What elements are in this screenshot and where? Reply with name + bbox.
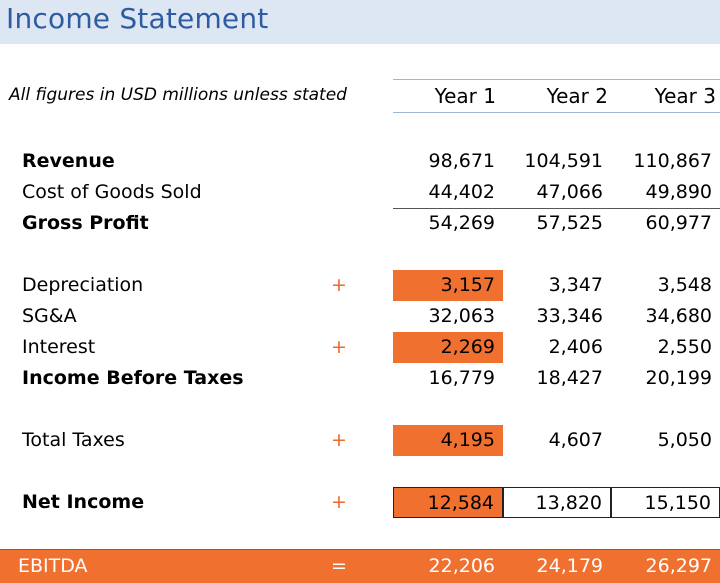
row-sga: SG&A 32,063 33,346 34,680 [0, 301, 720, 332]
plus-operator: + [331, 274, 347, 296]
row-label: Gross Profit [22, 212, 149, 234]
value-year-3: 3,548 [657, 274, 712, 296]
units-note: All figures in USD millions unless state… [9, 85, 347, 105]
value-year-1: 22,206 [428, 555, 495, 577]
value-year-2: 18,427 [536, 367, 603, 389]
highlighted-value-year-1: 4,195 [393, 425, 503, 456]
value-year-3: 34,680 [645, 305, 712, 327]
row-depreciation: Depreciation + 3,157 3,347 3,548 [0, 270, 720, 301]
row-gross-profit: Gross Profit 54,269 57,525 60,977 [0, 208, 720, 239]
value-year-2: 3,347 [548, 274, 603, 296]
value-year-1: 16,779 [428, 367, 495, 389]
row-label: Interest [22, 336, 96, 358]
row-label: Revenue [22, 150, 115, 172]
value-year-3: 2,550 [657, 336, 712, 358]
row-label: EBITDA [18, 555, 88, 577]
value-year-2: 2,406 [548, 336, 603, 358]
value-year-3: 5,050 [657, 429, 712, 451]
header-top-border [393, 79, 720, 80]
value-year-1: 44,402 [428, 181, 495, 203]
row-label: Income Before Taxes [22, 367, 244, 389]
row-label: Depreciation [22, 274, 144, 296]
row-label: Net Income [22, 491, 145, 513]
value-year-3: 20,199 [645, 367, 712, 389]
title-bar: Income Statement [0, 0, 720, 44]
column-header-year-2: Year 2 [546, 84, 608, 108]
page-title: Income Statement [6, 2, 269, 35]
highlighted-value-year-1: 12,584 [393, 487, 503, 518]
value-year-2: 24,179 [536, 555, 603, 577]
value-year-3: 49,890 [645, 181, 712, 203]
plus-operator: + [331, 429, 347, 451]
value-year-3: 60,977 [645, 212, 712, 234]
value-year-3: 15,150 [611, 487, 720, 518]
value-year-2: 33,346 [536, 305, 603, 327]
subtotal-divider [393, 208, 720, 209]
column-header-year-1: Year 1 [434, 84, 496, 108]
row-income-before-taxes: Income Before Taxes 16,779 18,427 20,199 [0, 363, 720, 394]
row-total-taxes: Total Taxes + 4,195 4,607 5,050 [0, 425, 720, 456]
row-ebitda: EBITDA = 22,206 24,179 26,297 [0, 549, 720, 583]
row-net-income: Net Income + 12,584 13,820 15,150 [0, 487, 720, 518]
value-year-3: 26,297 [645, 555, 712, 577]
value-year-2: 57,525 [536, 212, 603, 234]
row-label: Total Taxes [22, 429, 125, 451]
row-interest: Interest + 2,269 2,406 2,550 [0, 332, 720, 363]
value-year-2: 4,607 [548, 429, 603, 451]
value-year-1: 32,063 [428, 305, 495, 327]
plus-operator: + [331, 491, 347, 513]
value-year-1: 54,269 [428, 212, 495, 234]
row-label: SG&A [22, 305, 77, 327]
row-label: Cost of Goods Sold [22, 181, 202, 203]
highlighted-value-year-1: 2,269 [393, 332, 503, 363]
plus-operator: + [331, 336, 347, 358]
value-year-3: 110,867 [633, 150, 712, 172]
row-cost-of-goods-sold: Cost of Goods Sold 44,402 47,066 49,890 [0, 177, 720, 208]
value-year-1: 98,671 [428, 150, 495, 172]
highlighted-value-year-1: 3,157 [393, 270, 503, 301]
column-header-year-3: Year 3 [654, 84, 716, 108]
header-bottom-border [393, 112, 720, 113]
row-revenue: Revenue 98,671 104,591 110,867 [0, 146, 720, 177]
value-year-2: 47,066 [536, 181, 603, 203]
value-year-2: 13,820 [503, 487, 611, 518]
equals-operator: = [331, 555, 347, 577]
value-year-2: 104,591 [524, 150, 603, 172]
